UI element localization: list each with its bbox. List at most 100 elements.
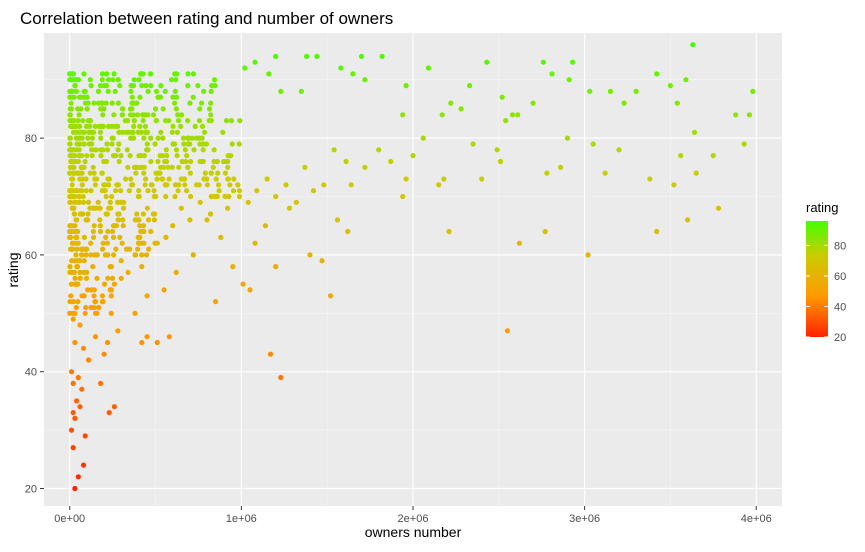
scatter-point xyxy=(208,112,214,118)
scatter-point xyxy=(540,59,547,65)
scatter-point xyxy=(293,199,299,205)
scatter-point xyxy=(76,77,82,83)
scatter-point xyxy=(566,77,572,83)
scatter-point xyxy=(74,170,80,176)
scatter-point xyxy=(74,188,80,194)
scatter-point xyxy=(140,223,147,229)
scatter-point xyxy=(733,112,739,118)
scatter-point xyxy=(160,135,166,141)
scatter-point xyxy=(73,217,79,223)
scatter-point xyxy=(185,118,191,124)
scatter-point xyxy=(141,164,147,170)
scatter-point xyxy=(137,223,143,229)
scatter-point xyxy=(136,153,142,159)
scatter-point xyxy=(181,141,187,147)
scatter-point xyxy=(75,299,81,305)
scatter-point xyxy=(134,112,141,118)
scatter-point xyxy=(91,100,97,106)
scatter-point xyxy=(116,141,122,147)
scatter-point xyxy=(509,112,516,118)
scatter-point xyxy=(105,228,111,235)
scatter-point xyxy=(72,275,78,281)
scatter-point xyxy=(304,53,310,60)
scatter-point xyxy=(73,234,79,240)
scatter-point xyxy=(103,234,109,240)
y-tick-label: 40 xyxy=(25,367,37,379)
scatter-point xyxy=(68,71,74,77)
scatter-point xyxy=(145,112,151,118)
scatter-point xyxy=(211,158,217,165)
scatter-point xyxy=(141,170,147,176)
scatter-point xyxy=(111,71,117,77)
scatter-point xyxy=(671,182,677,188)
scatter-point xyxy=(99,170,105,176)
scatter-point xyxy=(616,147,622,153)
scatter-point xyxy=(75,240,81,246)
scatter-point xyxy=(88,83,94,89)
scatter-point xyxy=(87,123,93,129)
scatter-point xyxy=(67,94,73,100)
scatter-point xyxy=(70,380,76,386)
scatter-point xyxy=(69,88,75,94)
scatter-point xyxy=(118,188,124,194)
scatter-point xyxy=(136,193,142,200)
scatter-point xyxy=(124,147,130,153)
scatter-point xyxy=(88,304,94,311)
scatter-point xyxy=(499,94,505,100)
scatter-point xyxy=(467,83,473,89)
scatter-point xyxy=(120,205,127,211)
scatter-point xyxy=(83,252,89,258)
scatter-point xyxy=(100,112,106,118)
scatter-point xyxy=(76,112,82,118)
scatter-point xyxy=(83,275,90,281)
scatter-point xyxy=(222,193,228,200)
scatter-point xyxy=(185,83,191,89)
scatter-point xyxy=(67,234,73,240)
scatter-point xyxy=(77,275,83,281)
scatter-point xyxy=(136,77,142,83)
scatter-point xyxy=(139,339,145,346)
scatter-point xyxy=(104,147,111,153)
scatter-point xyxy=(178,123,184,129)
scatter-point xyxy=(154,339,160,346)
scatter-point xyxy=(84,217,90,223)
y-tick-label: 20 xyxy=(25,483,37,495)
scatter-point xyxy=(149,182,155,188)
scatter-point xyxy=(307,252,313,258)
scatter-point xyxy=(105,123,112,129)
scatter-point xyxy=(137,123,143,129)
scatter-point xyxy=(87,77,93,83)
scatter-point xyxy=(100,246,106,252)
scatter-point xyxy=(140,211,146,217)
scatter-point xyxy=(209,83,215,89)
scatter-point xyxy=(111,281,117,287)
scatter-point xyxy=(91,223,97,229)
scatter-point xyxy=(343,158,349,165)
scatter-point xyxy=(67,223,73,229)
scatter-point xyxy=(245,199,251,205)
scatter-point xyxy=(128,176,134,182)
scatter-point xyxy=(152,106,159,112)
scatter-point xyxy=(129,129,135,135)
scatter-point xyxy=(73,252,79,258)
scatter-point xyxy=(161,287,167,293)
scatter-point xyxy=(163,193,169,200)
scatter-point xyxy=(75,118,81,124)
scatter-point xyxy=(166,334,172,340)
scatter-point xyxy=(345,228,351,235)
scatter-point xyxy=(68,281,74,287)
scatter-point xyxy=(278,374,284,381)
scatter-point xyxy=(115,77,121,83)
scatter-point xyxy=(87,205,93,211)
scatter-point xyxy=(179,112,185,118)
scatter-point xyxy=(97,83,104,89)
scatter-point xyxy=(117,83,123,89)
scatter-point xyxy=(230,264,236,270)
scatter-point xyxy=(207,211,214,217)
scatter-point xyxy=(441,176,447,182)
scatter-point xyxy=(135,129,141,135)
scatter-point xyxy=(109,100,115,106)
scatter-point xyxy=(105,252,111,258)
scatter-point xyxy=(174,129,180,135)
scatter-point xyxy=(196,118,203,124)
